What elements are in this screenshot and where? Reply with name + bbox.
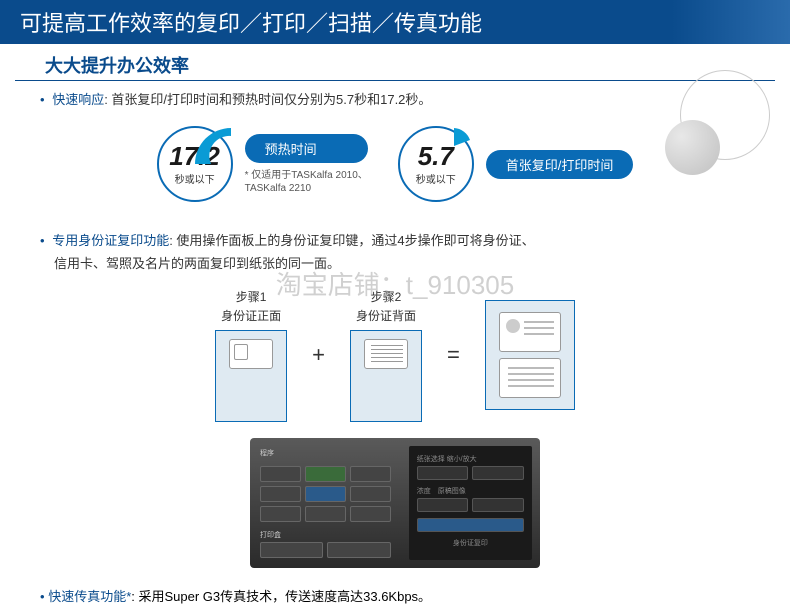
- warmup-pill: 预热时间: [245, 134, 368, 163]
- bullet-fax: • 快速传真功能*: 采用Super G3传真技术，传送速度高达33.6Kbps…: [0, 576, 790, 615]
- result-rect: [485, 300, 575, 410]
- bullet1-label: 快速响应: [52, 92, 104, 107]
- firstcopy-badge: 5.7 秒或以下: [398, 126, 474, 202]
- bullet3-text: : 采用Super G3传真技术，传送速度高达33.6Kbps。: [131, 589, 431, 604]
- firstcopy-pill: 首张复印/打印时间: [486, 150, 634, 179]
- bullet2-text: : 使用操作面板上的身份证复印键，通过4步操作即可将身份证、: [169, 233, 534, 248]
- equals-operator: =: [447, 342, 460, 368]
- step1-holder: 步骤1 身份证正面: [215, 288, 287, 422]
- header-title: 可提高工作效率的复印／打印／扫描／传真功能: [20, 11, 482, 36]
- step1-label: 身份证正面: [215, 307, 287, 324]
- warmup-badge: 17.2 秒或以下: [157, 126, 233, 202]
- id-copy-diagram: 步骤1 身份证正面 + 步骤2 身份证背面 =: [0, 280, 790, 430]
- id-card-front-icon: [229, 339, 273, 369]
- bullet-quick-response: • 快速响应: 首张复印/打印时间和预热时间仅分别为5.7秒和17.2秒。: [0, 81, 790, 116]
- bullet-id-copy: • 专用身份证复印功能: 使用操作面板上的身份证复印键，通过4步操作即可将身份证…: [0, 222, 790, 280]
- id-card-back-icon: [364, 339, 408, 369]
- control-panel-photo: 程序 打印盒 纸张选择 缩小/放大 浓度 原稿图像 身份证复印: [250, 438, 540, 568]
- warmup-note2: TASKalfa 2210: [245, 182, 368, 195]
- firstcopy-unit: 秒或以下: [416, 171, 456, 186]
- bullet3-label: 快速传真功能*: [48, 589, 131, 604]
- bullet2-label: 专用身份证复印功能: [52, 233, 169, 248]
- step2-label: 身份证背面: [350, 307, 422, 324]
- plus-operator: +: [312, 342, 325, 368]
- step2-holder: 步骤2 身份证背面: [350, 288, 422, 422]
- result-card-back-icon: [499, 358, 561, 398]
- header-bar: 可提高工作效率的复印／打印／扫描／传真功能: [0, 0, 790, 44]
- warmup-note1: * 仅适用于TASKalfa 2010、: [245, 169, 368, 182]
- result-card-front-icon: [499, 312, 561, 352]
- section-title: 大大提升办公效率: [15, 44, 775, 81]
- step1-num: 步骤1: [215, 288, 287, 305]
- step2-num: 步骤2: [350, 288, 422, 305]
- warmup-unit: 秒或以下: [175, 171, 215, 186]
- bullet2-text2: 信用卡、驾照及名片的两面复印到纸张的同一面。: [40, 253, 750, 272]
- timing-section: 17.2 秒或以下 预热时间 * 仅适用于TASKalfa 2010、 TASK…: [0, 116, 790, 222]
- bullet1-text: : 首张复印/打印时间和预热时间仅分别为5.7秒和17.2秒。: [104, 92, 431, 107]
